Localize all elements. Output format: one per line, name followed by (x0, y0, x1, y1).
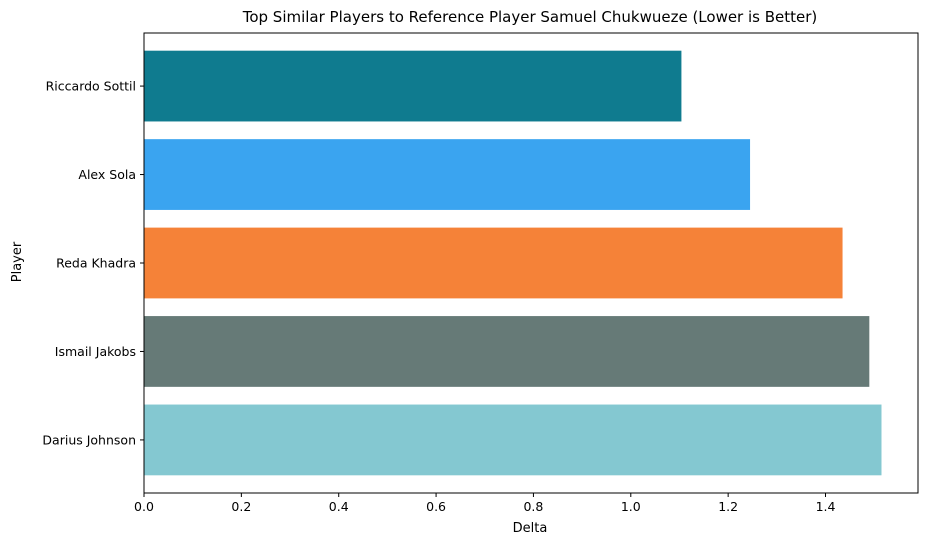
bar-reda-khadra (144, 227, 843, 299)
bar-ismail-jakobs (144, 316, 870, 387)
y-tick-label: Darius Johnson (42, 432, 136, 447)
x-axis-label: Delta (513, 521, 548, 536)
chart-title: Top Similar Players to Reference Player … (242, 8, 818, 26)
bar-riccardo-sottil (144, 50, 682, 122)
y-tick-label: Riccardo Sottil (46, 79, 136, 94)
y-axis: Riccardo Sottil Alex Sola Reda Khadra Ismai… (42, 79, 144, 447)
bar-alex-sola (144, 139, 751, 210)
y-axis-label: Player (10, 241, 25, 282)
x-tick-label: 0.8 (523, 499, 543, 514)
x-tick-label: 0.2 (231, 499, 251, 514)
x-tick-label: 1.0 (621, 499, 641, 514)
x-tick-label: 1.4 (816, 499, 836, 514)
y-tick-label: Alex Sola (78, 167, 136, 182)
x-axis: 0.0 0.2 0.4 0.6 0.8 1.0 1.2 1.4 (134, 493, 835, 514)
x-tick-label: 1.2 (718, 499, 738, 514)
y-tick-label: Reda Khadra (56, 256, 136, 271)
x-tick-label: 0.4 (329, 499, 349, 514)
bars-layer (144, 50, 882, 476)
x-tick-label: 0.0 (134, 499, 154, 514)
bar-darius-johnson (144, 404, 882, 476)
y-tick-label: Ismail Jakobs (55, 344, 136, 359)
x-tick-label: 0.6 (426, 499, 446, 514)
